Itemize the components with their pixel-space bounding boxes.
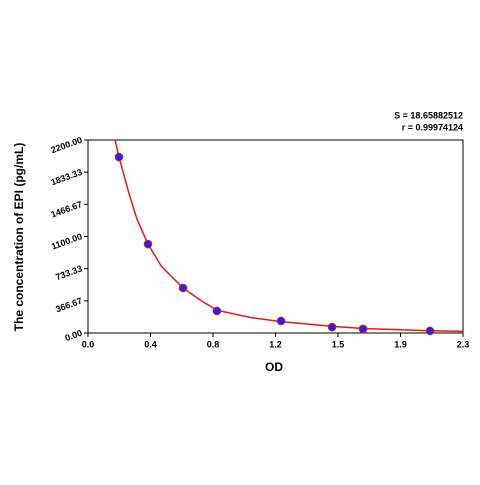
data-point xyxy=(114,152,124,162)
data-point xyxy=(143,239,153,249)
data-point xyxy=(178,283,188,293)
x-tick-label: 1.5 xyxy=(332,339,345,349)
x-tick-label: 0.4 xyxy=(144,339,157,349)
x-tick-label: 0.8 xyxy=(207,339,220,349)
annotation: r = 0.99974124 xyxy=(402,122,463,132)
x-tick-label: 1.9 xyxy=(394,339,407,349)
x-tick-label: 2.3 xyxy=(457,339,470,349)
data-point xyxy=(212,306,222,316)
x-tick-label: 1.2 xyxy=(269,339,282,349)
data-point xyxy=(358,324,368,334)
annotation: S = 18.65882512 xyxy=(394,110,463,120)
data-point xyxy=(276,316,286,326)
fit-curve xyxy=(114,139,464,333)
data-point xyxy=(425,326,435,336)
y-axis-label: The concentration of EPI (pg/mL) xyxy=(12,143,26,332)
data-point xyxy=(327,322,337,332)
x-tick-label: 0.0 xyxy=(82,339,95,349)
x-axis-label: OD xyxy=(265,360,283,374)
